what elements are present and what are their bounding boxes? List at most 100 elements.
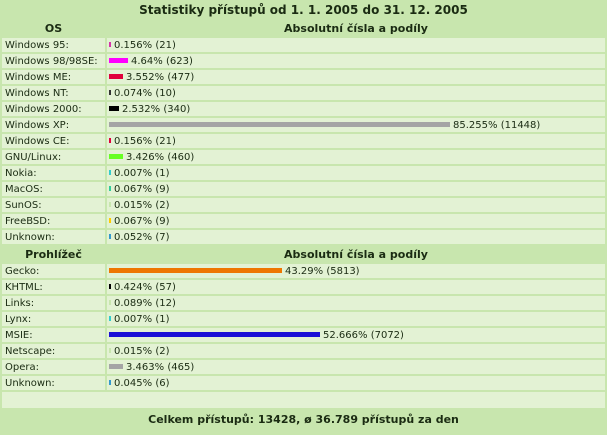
browser-value-cell: 52.666% (7072) — [107, 328, 605, 342]
os-percent: 3.426% — [126, 151, 165, 163]
browser-count: (12) — [155, 297, 176, 309]
os-count: (9) — [155, 215, 170, 227]
os-value-cell: 3.552% (477) — [107, 70, 605, 84]
browser-row: MSIE: 52.666% (7072) — [2, 328, 605, 342]
os-share-bar — [109, 218, 111, 223]
os-share-bar — [109, 170, 111, 175]
os-share-bar — [109, 202, 111, 207]
os-label: SunOS: — [2, 198, 105, 212]
browser-percent: 43.29% — [285, 265, 324, 277]
os-row: Windows CE: 0.156% (21) — [2, 134, 605, 148]
os-row: Nokia: 0.007% (1) — [2, 166, 605, 180]
os-share-bar — [109, 74, 123, 79]
os-count: (10) — [155, 87, 176, 99]
browser-share-bar — [109, 300, 111, 305]
os-label: Windows XP: — [2, 118, 105, 132]
os-count: (623) — [165, 55, 193, 67]
os-count: (340) — [163, 103, 191, 115]
os-percent: 0.067% — [114, 183, 153, 195]
os-value-cell: 2.532% (340) — [107, 102, 605, 116]
browser-label: Links: — [2, 296, 105, 310]
browser-share-bar — [109, 268, 282, 273]
os-label: Windows ME: — [2, 70, 105, 84]
os-share-bar — [109, 106, 119, 111]
browser-share-bar — [109, 380, 111, 385]
os-percent: 3.552% — [126, 71, 165, 83]
browser-row: Unknown: 0.045% (6) — [2, 376, 605, 390]
browser-share-bar — [109, 348, 111, 353]
browser-label: Gecko: — [2, 264, 105, 278]
os-share-bar — [109, 186, 111, 191]
os-row: Windows 2000: 2.532% (340) — [2, 102, 605, 116]
os-label: Nokia: — [2, 166, 105, 180]
browser-count: (1) — [155, 313, 170, 325]
os-percent: 0.067% — [114, 215, 153, 227]
browser-value-cell: 0.007% (1) — [107, 312, 605, 326]
browser-count: (7072) — [370, 329, 404, 341]
os-row: SunOS: 0.015% (2) — [2, 198, 605, 212]
browser-row: Gecko: 43.29% (5813) — [2, 264, 605, 278]
os-label: Windows 98/98SE: — [2, 54, 105, 68]
browser-row: KHTML: 0.424% (57) — [2, 280, 605, 294]
browser-share-bar — [109, 316, 111, 321]
os-value-cell: 0.007% (1) — [107, 166, 605, 180]
browser-count: (2) — [155, 345, 170, 357]
os-share-bar — [109, 234, 111, 239]
os-value-cell: 4.64% (623) — [107, 54, 605, 68]
browser-label: MSIE: — [2, 328, 105, 342]
os-row: Windows NT: 0.074% (10) — [2, 86, 605, 100]
os-row: Windows 95: 0.156% (21) — [2, 38, 605, 52]
os-percent: 2.532% — [122, 103, 161, 115]
browser-count: (5813) — [326, 265, 360, 277]
os-row: Windows ME: 3.552% (477) — [2, 70, 605, 84]
os-label: Windows 95: — [2, 38, 105, 52]
os-row: Windows XP: 85.255% (11448) — [2, 118, 605, 132]
os-percent: 0.052% — [114, 231, 153, 243]
browser-row: Opera: 3.463% (465) — [2, 360, 605, 374]
os-value-cell: 0.015% (2) — [107, 198, 605, 212]
os-value-cell: 85.255% (11448) — [107, 118, 605, 132]
os-label: GNU/Linux: — [2, 150, 105, 164]
page-title: Statistiky přístupů od 1. 1. 2005 do 31.… — [2, 2, 605, 18]
os-share-bar — [109, 122, 450, 127]
browser-value-cell: 43.29% (5813) — [107, 264, 605, 278]
total-summary: Celkem přístupů: 13428, ø 36.789 přístup… — [2, 410, 605, 428]
os-row: MacOS: 0.067% (9) — [2, 182, 605, 196]
os-row: Unknown: 0.052% (7) — [2, 230, 605, 244]
os-percent: 0.156% — [114, 135, 153, 147]
browser-percent: 0.089% — [114, 297, 153, 309]
os-value-cell: 0.156% (21) — [107, 38, 605, 52]
browser-value-cell: 0.015% (2) — [107, 344, 605, 358]
os-row: FreeBSD: 0.067% (9) — [2, 214, 605, 228]
browser-percent: 52.666% — [323, 329, 368, 341]
os-count: (21) — [155, 39, 176, 51]
browser-percent: 0.007% — [114, 313, 153, 325]
browser-row: Netscape: 0.015% (2) — [2, 344, 605, 358]
browser-column-header: Prohlížeč — [2, 246, 105, 262]
os-share-bar — [109, 42, 111, 47]
os-value-cell: 0.052% (7) — [107, 230, 605, 244]
browser-count: (465) — [167, 361, 195, 373]
browser-percent: 0.424% — [114, 281, 153, 293]
browser-count: (57) — [155, 281, 176, 293]
os-count: (2) — [155, 199, 170, 211]
os-count: (9) — [155, 183, 170, 195]
browser-row: Lynx: 0.007% (1) — [2, 312, 605, 326]
browser-value-cell: 0.089% (12) — [107, 296, 605, 310]
os-count: (11448) — [500, 119, 541, 131]
spacer-row — [2, 392, 605, 408]
os-percent: 0.156% — [114, 39, 153, 51]
os-share-bar — [109, 90, 111, 95]
os-count: (477) — [167, 71, 195, 83]
os-label: FreeBSD: — [2, 214, 105, 228]
os-count: (21) — [155, 135, 176, 147]
browser-share-bar — [109, 284, 111, 289]
os-values-header: Absolutní čísla a podíly — [107, 20, 605, 36]
os-rows: Windows 95: 0.156% (21) Windows 98/98SE: 4.… — [2, 38, 605, 244]
os-row: Windows 98/98SE: 4.64% (623) — [2, 54, 605, 68]
os-value-cell: 3.426% (460) — [107, 150, 605, 164]
os-label: Windows CE: — [2, 134, 105, 148]
os-column-header: OS — [2, 20, 105, 36]
